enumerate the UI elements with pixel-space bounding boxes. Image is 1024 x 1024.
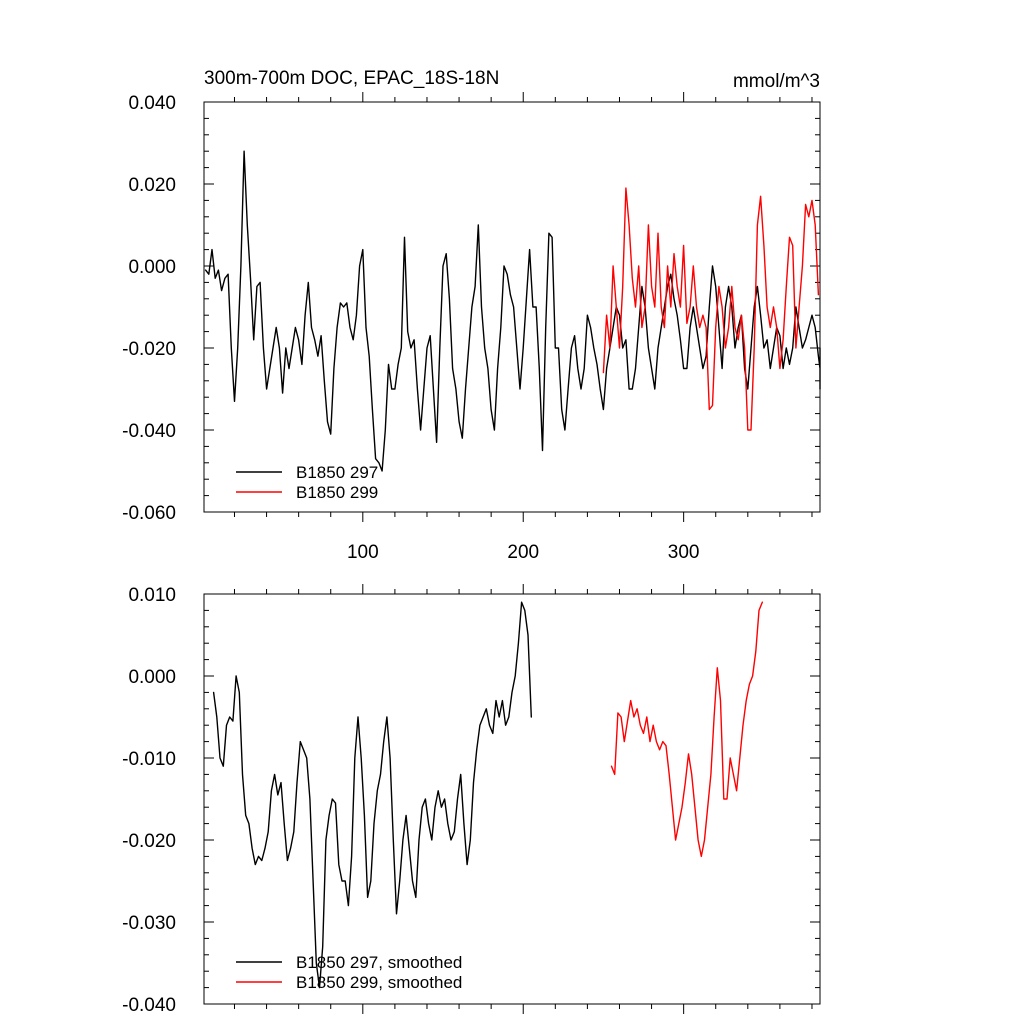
bottom-axis-ticks: -0.040 -0.030 -0.020 -0.010 0.000 0.010 — [122, 584, 820, 1016]
y-tick-label: 0.000 — [128, 667, 176, 688]
top-series-group — [204, 150, 821, 472]
y-tick-label: -0.020 — [122, 339, 176, 360]
top-units-label: mmol/m^3 — [733, 71, 820, 92]
x-tick-label: 200 — [507, 542, 539, 563]
top-chart-title: 300m-700m DOC, EPAC_18S-18N — [204, 68, 499, 89]
top-panel: 300m-700m DOC, EPAC_18S-18N mmol/m^3 -0.… — [122, 68, 821, 563]
bottom-legend-label-1: B1850 297, smoothed — [296, 953, 462, 972]
bottom-plot-frame — [203, 593, 821, 1005]
bottom-panel: -0.040 -0.030 -0.020 -0.010 0.000 0.010 B1850… — [122, 584, 821, 1016]
top-legend-label-2: B1850 299 — [296, 483, 378, 502]
top-legend: B1850 297 B1850 299 — [236, 463, 378, 502]
series-line-black — [212, 601, 532, 989]
y-tick-label: -0.040 — [122, 421, 176, 442]
y-tick-label: 0.010 — [128, 585, 176, 606]
y-tick-label: -0.030 — [122, 913, 176, 934]
y-tick-label: 0.040 — [128, 93, 176, 114]
top-axis-ticks: -0.060 -0.040 -0.020 0.000 0.020 0.040 100 200 3… — [122, 92, 820, 563]
y-tick-label: 0.020 — [128, 175, 176, 196]
y-tick-label: -0.010 — [122, 749, 176, 770]
y-tick-label: -0.040 — [122, 995, 176, 1016]
y-tick-label: -0.060 — [122, 503, 176, 524]
y-tick-label: -0.020 — [122, 831, 176, 852]
series-line-red — [602, 187, 820, 431]
series-line-black — [204, 150, 821, 472]
bottom-legend-label-2: B1850 299, smoothed — [296, 973, 462, 992]
bottom-legend: B1850 297, smoothed B1850 299, smoothed — [236, 953, 462, 992]
x-tick-label: 300 — [668, 542, 700, 563]
x-tick-label: 100 — [347, 542, 379, 563]
top-plot-frame — [203, 101, 821, 513]
series-line-red — [610, 601, 763, 858]
y-tick-label: 0.000 — [128, 257, 176, 278]
top-legend-label-1: B1850 297 — [296, 463, 378, 482]
bottom-series-group — [212, 601, 763, 989]
